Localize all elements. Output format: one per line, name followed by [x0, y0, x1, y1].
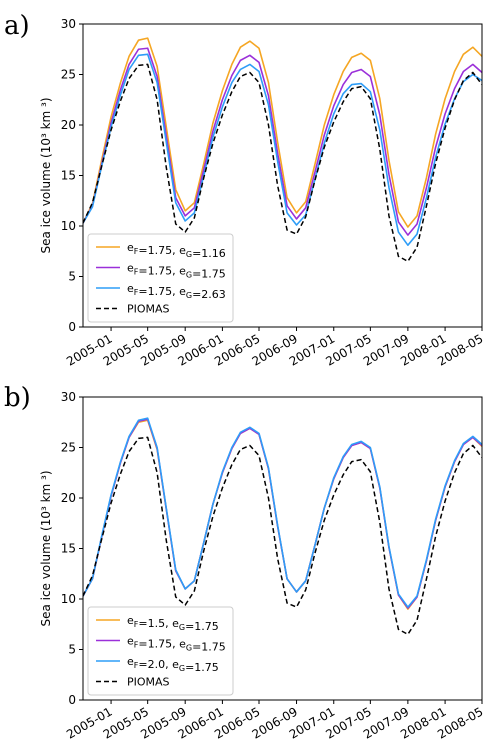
panel-a-ytick-label: 0 — [68, 320, 76, 334]
legend-text-part: =1.75, e — [138, 285, 186, 298]
legend-text-part: =1.75, e — [138, 638, 186, 651]
panel-a-ylabel: Sea ice volume (10³ km ³) — [39, 97, 53, 253]
legend-text-part: =1.75 — [185, 620, 219, 633]
panel-a-ytick-label: 15 — [61, 169, 76, 183]
panel-b-ylabel: Sea ice volume (10³ km ³) — [39, 470, 53, 626]
legend-text-part: e — [127, 655, 134, 668]
legend-text-part: =1.75 — [192, 268, 226, 281]
panel-b-legend-box — [87, 606, 234, 696]
panel-b-lines — [83, 417, 482, 636]
legend-text-part: =2.63 — [192, 288, 226, 301]
panel-a-series-line-2 — [83, 47, 482, 236]
legend-text-part: =1.75 — [185, 661, 219, 674]
legend-subscript: F — [134, 247, 139, 256]
panel-b-ytick-label: 15 — [61, 542, 76, 556]
panel-b-ytick-label: 20 — [61, 491, 76, 505]
panel-b-legend-label-4: PIOMAS — [127, 676, 170, 689]
legend-subscript: F — [134, 268, 139, 277]
panel-b-legend-label-1: eF=1.5, eG=1.75 — [127, 614, 219, 633]
panel-b-label: b) — [4, 383, 31, 413]
legend-subscript: G — [186, 644, 192, 653]
panel-a-lines — [83, 37, 482, 263]
panel-b-ytick-label: 0 — [68, 693, 76, 707]
legend-text-part: =1.16 — [192, 247, 226, 260]
panel-a-ytick-label: 30 — [61, 17, 76, 31]
panel-a-ytick-label: 25 — [61, 68, 76, 82]
legend-subscript: G — [179, 623, 185, 632]
panel-a-ytick-label: 5 — [68, 270, 76, 284]
legend-subscript: G — [186, 291, 192, 300]
legend-text-part: =1.75, e — [138, 244, 186, 257]
legend-subscript: G — [186, 250, 192, 259]
panel-a-legend-label-4: PIOMAS — [127, 303, 170, 316]
panel-b-series-line-3 — [83, 417, 482, 608]
legend-text-part: =1.75 — [192, 641, 226, 654]
panel-a-series-line-1 — [83, 37, 482, 228]
panel-a-ytick-label: 20 — [61, 118, 76, 132]
legend-subscript: G — [186, 271, 192, 280]
panel-b-ytick-label: 30 — [61, 390, 76, 404]
legend-subscript: F — [134, 661, 139, 670]
legend-text-part: e — [127, 614, 134, 627]
panel-a-legend-label-2: eF=1.75, eG=1.75 — [127, 262, 226, 281]
legend-text-part: PIOMAS — [127, 676, 170, 689]
legend-subscript: G — [179, 664, 185, 673]
panel-b-ytick-label: 10 — [61, 592, 76, 606]
panel-a-ytick-label: 10 — [61, 219, 76, 233]
panel-a-series-line-4 — [83, 63, 482, 263]
panel-a-legend-label-1: eF=1.75, eG=1.16 — [127, 241, 226, 260]
legend-text-part: =2.0, e — [138, 658, 179, 671]
panel-a-legend-label-3: eF=1.75, eG=2.63 — [127, 282, 226, 301]
panel-b-series-line-4 — [83, 436, 482, 636]
panel-b-ytick-label: 25 — [61, 441, 76, 455]
legend-subscript: F — [134, 641, 139, 650]
panel-b: b)0510152025302005-012005-052005-092006-… — [4, 383, 486, 742]
panel-b-ytick-label: 5 — [68, 643, 76, 657]
legend-subscript: F — [134, 288, 139, 297]
legend-text-part: e — [127, 262, 134, 275]
legend-text-part: PIOMAS — [127, 303, 170, 316]
panel-a-series-line-3 — [83, 53, 482, 246]
panel-b-legend-label-3: eF=2.0, eG=1.75 — [127, 655, 219, 674]
legend-subscript: F — [134, 620, 139, 629]
legend-text-part: =1.5, e — [138, 617, 179, 630]
legend-text-part: =1.75, e — [138, 265, 186, 278]
panel-a-label: a) — [4, 11, 30, 41]
panel-a-legend-box — [87, 233, 234, 323]
panel-a: a)0510152025302005-012005-052005-092006-… — [4, 11, 486, 369]
legend-text-part: e — [127, 282, 134, 295]
panel-b-series-line-1 — [83, 419, 482, 610]
legend-text-part: e — [127, 241, 134, 254]
panel-b-legend-label-2: eF=1.75, eG=1.75 — [127, 635, 226, 654]
legend-text-part: e — [127, 635, 134, 648]
